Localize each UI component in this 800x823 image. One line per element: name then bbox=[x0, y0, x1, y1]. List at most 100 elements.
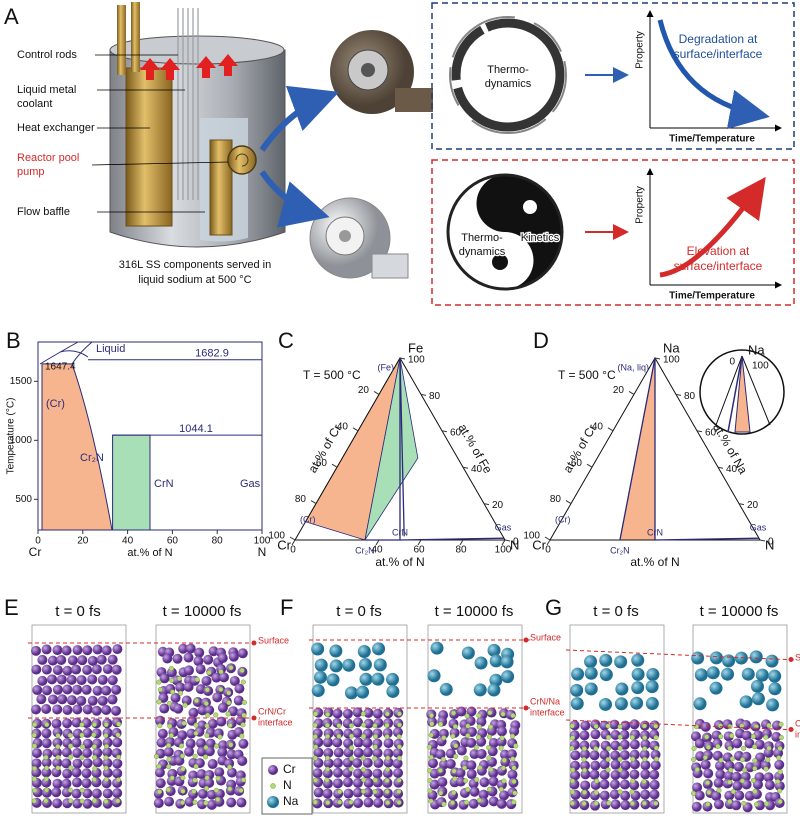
atom bbox=[342, 708, 353, 719]
atom bbox=[718, 733, 724, 740]
atom bbox=[617, 767, 623, 773]
reactor-label: Control rods bbox=[17, 49, 77, 61]
atom bbox=[164, 796, 175, 807]
atom bbox=[451, 790, 457, 796]
atom bbox=[361, 777, 367, 783]
atom bbox=[617, 745, 623, 751]
atom bbox=[31, 704, 42, 715]
atom bbox=[91, 788, 102, 799]
atom bbox=[653, 745, 659, 751]
atom bbox=[103, 743, 110, 749]
mechanism-boxes bbox=[431, 2, 795, 306]
pumps bbox=[259, 30, 433, 279]
atom bbox=[324, 755, 331, 761]
atom bbox=[31, 798, 37, 804]
atom bbox=[438, 790, 444, 796]
atom bbox=[52, 757, 63, 768]
atom bbox=[501, 778, 507, 784]
atom bbox=[653, 800, 659, 806]
atom bbox=[47, 655, 58, 666]
legend-label: N bbox=[283, 778, 292, 792]
tick bbox=[675, 393, 682, 396]
atom bbox=[240, 777, 247, 783]
atom bbox=[353, 737, 364, 748]
atom bbox=[153, 753, 160, 759]
atom bbox=[593, 746, 599, 752]
atom bbox=[512, 790, 518, 796]
atom bbox=[373, 797, 384, 808]
atom bbox=[112, 737, 123, 748]
atom bbox=[363, 718, 374, 729]
atom bbox=[766, 745, 772, 751]
atom bbox=[640, 789, 651, 800]
atom bbox=[396, 722, 403, 728]
atom bbox=[754, 772, 765, 783]
atom bbox=[228, 665, 234, 671]
atom bbox=[700, 721, 711, 732]
atom bbox=[67, 655, 78, 666]
tick-label: 80 bbox=[295, 494, 307, 505]
atom bbox=[241, 712, 247, 718]
atom bbox=[629, 769, 640, 780]
atom bbox=[71, 737, 82, 748]
atom bbox=[730, 789, 736, 795]
atom bbox=[501, 757, 507, 763]
atom bbox=[226, 797, 237, 808]
atom bbox=[228, 651, 239, 662]
atom bbox=[427, 669, 441, 683]
atom bbox=[193, 722, 199, 728]
atom bbox=[445, 759, 456, 770]
atom bbox=[752, 758, 758, 764]
tick-label: 100 bbox=[268, 531, 285, 542]
atom bbox=[62, 665, 73, 676]
atom bbox=[599, 790, 610, 801]
atom bbox=[593, 790, 599, 796]
atom bbox=[179, 799, 186, 806]
atom bbox=[629, 739, 640, 750]
atom bbox=[337, 799, 343, 805]
atom bbox=[115, 798, 121, 804]
atom bbox=[197, 788, 208, 799]
atom bbox=[213, 743, 220, 749]
atom bbox=[97, 695, 108, 706]
atom bbox=[56, 674, 67, 685]
atom bbox=[212, 692, 223, 703]
atom bbox=[581, 789, 588, 795]
atom bbox=[599, 697, 613, 711]
y-tick-label: 1500 bbox=[10, 376, 33, 387]
tie-line bbox=[715, 355, 743, 426]
atom bbox=[496, 798, 507, 809]
tick-label: 100 bbox=[752, 361, 769, 372]
plot-frame bbox=[37, 341, 263, 531]
atom bbox=[510, 756, 516, 762]
atom bbox=[599, 769, 610, 780]
atom bbox=[159, 703, 170, 714]
atom bbox=[386, 672, 400, 686]
atom bbox=[107, 694, 118, 705]
reactor-label: coolant bbox=[17, 98, 52, 110]
curve-label: surface/interface bbox=[674, 259, 763, 273]
tick-label: 60 bbox=[316, 458, 328, 469]
atom bbox=[336, 733, 342, 739]
atom bbox=[706, 789, 712, 795]
atom bbox=[324, 777, 330, 783]
atom bbox=[102, 758, 113, 769]
atom bbox=[693, 724, 699, 730]
atom bbox=[439, 682, 453, 696]
atom bbox=[218, 672, 229, 683]
circle-label: Kinetics bbox=[521, 232, 560, 244]
atom bbox=[107, 654, 118, 665]
atom bbox=[103, 798, 109, 804]
atom bbox=[630, 696, 644, 710]
atom bbox=[32, 787, 38, 794]
phase-line bbox=[39, 341, 93, 365]
atom bbox=[31, 732, 37, 738]
phase-label: (Fe) bbox=[378, 362, 395, 372]
atom bbox=[619, 750, 630, 761]
atom bbox=[61, 645, 72, 656]
atom bbox=[215, 775, 221, 781]
atom bbox=[752, 744, 758, 750]
tick bbox=[501, 539, 506, 546]
atom bbox=[453, 743, 459, 749]
atom bbox=[165, 787, 171, 793]
